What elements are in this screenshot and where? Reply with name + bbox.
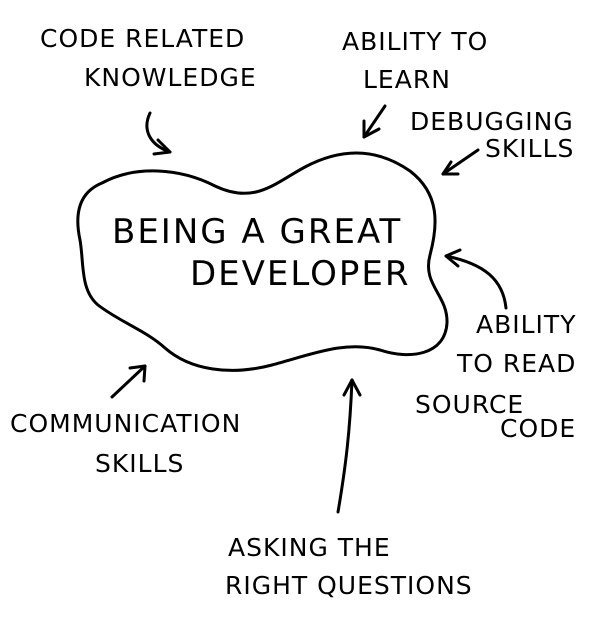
arrow-questions xyxy=(336,378,362,514)
label-communication-line2: SKILLS xyxy=(95,449,184,478)
label-code-knowledge-line1: CODE RELATED xyxy=(40,24,245,53)
label-code-knowledge-line2: KNOWLEDGE xyxy=(84,63,257,92)
label-ability-learn-line2: LEARN xyxy=(363,65,451,94)
label-communication-line1: COMMUNICATION xyxy=(10,409,241,438)
central-title-line1: BEING A GREAT xyxy=(112,212,402,252)
central-title-line2: DEVELOPER xyxy=(190,254,411,294)
label-debugging-line1: DEBUGGING xyxy=(410,107,574,136)
label-read-source-line1: ABILITY xyxy=(476,310,576,339)
label-questions-line1: ASKING THE xyxy=(228,533,391,562)
arrow-communication xyxy=(110,364,147,399)
label-questions-line2: RIGHT QUESTIONS xyxy=(225,571,473,600)
arrow-code-knowledge xyxy=(145,111,172,156)
label-debugging-line2: SKILLS xyxy=(485,134,574,163)
central-cloud xyxy=(76,151,449,372)
arrow-read-source xyxy=(444,248,508,310)
label-ability-learn-line1: ABILITY TO xyxy=(342,27,488,56)
label-read-source-line2: TO READ xyxy=(456,349,576,378)
label-read-source-line4: CODE xyxy=(500,414,576,443)
label-read-source-line3: SOURCE xyxy=(415,390,524,419)
arrow-ability-learn xyxy=(362,104,387,139)
arrow-debugging xyxy=(441,148,480,176)
